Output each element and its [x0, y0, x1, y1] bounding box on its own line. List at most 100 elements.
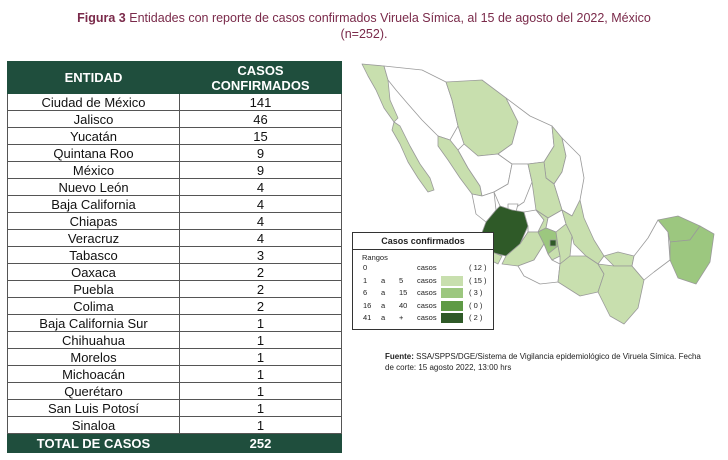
legend-to: 40 — [399, 300, 408, 310]
table-row: Colima 2 — [7, 297, 342, 315]
legend-from: 16 — [363, 300, 372, 310]
cell-casos: 1 — [179, 314, 342, 332]
legend-count: ( 15 ) — [469, 275, 487, 285]
cell-casos: 3 — [179, 246, 342, 264]
map-state-veracruz — [561, 199, 605, 265]
legend-unit: casos — [417, 275, 437, 285]
legend-count: ( 2 ) — [469, 313, 483, 322]
cell-entidad: Baja California — [7, 195, 180, 213]
legend-swatch — [441, 263, 463, 273]
table-row: México 9 — [7, 161, 342, 179]
cell-entidad: Oaxaca — [7, 263, 180, 281]
legend-subtitle: Rangos — [362, 253, 388, 262]
legend-swatch — [441, 288, 463, 298]
table-row: Tabasco 3 — [7, 246, 342, 264]
cell-casos: 4 — [179, 178, 342, 196]
total-label: TOTAL DE CASOS — [7, 433, 180, 453]
figure-title-text: Entidades con reporte de casos confirmad… — [129, 11, 651, 25]
map-state-cdmx — [549, 239, 557, 247]
cell-entidad: Chiapas — [7, 212, 180, 230]
cell-entidad: San Luis Potosí — [7, 399, 180, 417]
map-state-tabasco — [603, 251, 635, 267]
cell-casos: 1 — [179, 348, 342, 366]
cell-entidad: Colima — [7, 297, 180, 315]
legend-unit: casos — [417, 300, 437, 310]
mexico-map — [361, 63, 715, 325]
cell-entidad: Chihuahua — [7, 331, 180, 349]
cell-entidad: Puebla — [7, 280, 180, 298]
cell-casos: 46 — [179, 110, 342, 128]
cell-casos: 2 — [179, 263, 342, 281]
legend-count: ( 12 ) — [469, 263, 487, 272]
cell-casos: 1 — [179, 382, 342, 400]
cell-casos: 1 — [179, 416, 342, 434]
legend-unit: casos — [417, 263, 437, 272]
map-state-quintana-roo — [669, 225, 715, 285]
table-row: Michoacán 1 — [7, 365, 342, 383]
table-row: Chihuahua 1 — [7, 331, 342, 349]
cell-casos: 141 — [179, 93, 342, 111]
table-row: Baja California Sur 1 — [7, 314, 342, 332]
cell-casos: 2 — [179, 280, 342, 298]
legend-row: 6 a 15 casos ( 3 ) — [353, 287, 493, 300]
cell-entidad: Querétaro — [7, 382, 180, 400]
source-label: Fuente: — [385, 352, 414, 361]
header-entidad: ENTIDAD — [7, 61, 180, 94]
cell-entidad: Veracruz — [7, 229, 180, 247]
legend-unit: casos — [417, 288, 437, 297]
map-state-guerrero — [517, 243, 561, 285]
cell-entidad: Baja California Sur — [7, 314, 180, 332]
cell-casos: 4 — [179, 229, 342, 247]
table-row: Yucatán 15 — [7, 127, 342, 145]
legend-to: 5 — [399, 275, 404, 285]
legend-row: 16 a 40 casos ( 0 ) — [353, 300, 493, 313]
cases-table: ENTIDAD CASOS CONFIRMADOS Ciudad de Méxi… — [7, 61, 342, 453]
source-note: Fuente: SSA/SPPS/DGE/Sistema de Vigilanc… — [385, 351, 705, 373]
legend-to: 15 — [399, 288, 408, 297]
table-total-row: TOTAL DE CASOS 252 — [7, 433, 342, 453]
table-row: Nuevo León 4 — [7, 178, 342, 196]
legend-sep: a — [381, 288, 386, 297]
map-state-campeche — [631, 219, 671, 281]
total-value: 252 — [179, 433, 342, 453]
table-row: Jalisco 46 — [7, 110, 342, 128]
cell-casos: 1 — [179, 399, 342, 417]
table-row: Baja California 4 — [7, 195, 342, 213]
table-row: Ciudad de México 141 — [7, 93, 342, 111]
header-casos: CASOS CONFIRMADOS — [179, 61, 342, 94]
legend-title: Casos confirmados — [353, 233, 493, 250]
cell-casos: 9 — [179, 161, 342, 179]
legend-unit: casos — [417, 313, 437, 322]
legend-count: ( 0 ) — [469, 300, 483, 310]
figure-n: (n=252). — [340, 27, 388, 41]
cell-casos: 4 — [179, 212, 342, 230]
cell-casos: 1 — [179, 331, 342, 349]
table-row: Morelos 1 — [7, 348, 342, 366]
map-legend: Casos confirmados Rangos 0 casos ( 12 ) 1 a 5… — [352, 232, 494, 330]
legend-swatch — [441, 313, 463, 323]
legend-from: 41 — [363, 313, 372, 322]
cell-entidad: Sinaloa — [7, 416, 180, 434]
map-state-chiapas — [597, 263, 645, 325]
cell-entidad: Ciudad de México — [7, 93, 180, 111]
table-body: Ciudad de México 141 Jalisco 46 Yucatán 15 Qui… — [7, 93, 342, 453]
cell-casos: 15 — [179, 127, 342, 145]
cell-casos: 2 — [179, 297, 342, 315]
cell-entidad: Yucatán — [7, 127, 180, 145]
table-row: Sinaloa 1 — [7, 416, 342, 434]
legend-row: 0 casos ( 12 ) — [353, 262, 493, 275]
table-row: Puebla 2 — [7, 280, 342, 298]
legend-sep: a — [381, 313, 386, 322]
table-row: Veracruz 4 — [7, 229, 342, 247]
table-row: Quintana Roo 9 — [7, 144, 342, 162]
table-row: Chiapas 4 — [7, 212, 342, 230]
legend-sep: a — [381, 300, 386, 310]
source-text: SSA/SPPS/DGE/Sistema de Vigilancia epide… — [385, 352, 701, 372]
cell-entidad: Nuevo León — [7, 178, 180, 196]
cell-casos: 4 — [179, 195, 342, 213]
map-state-chihuahua — [445, 79, 519, 157]
legend-from: 0 — [363, 263, 368, 272]
cell-entidad: Tabasco — [7, 246, 180, 264]
legend-to: + — [399, 313, 404, 322]
table-row: Querétaro 1 — [7, 382, 342, 400]
